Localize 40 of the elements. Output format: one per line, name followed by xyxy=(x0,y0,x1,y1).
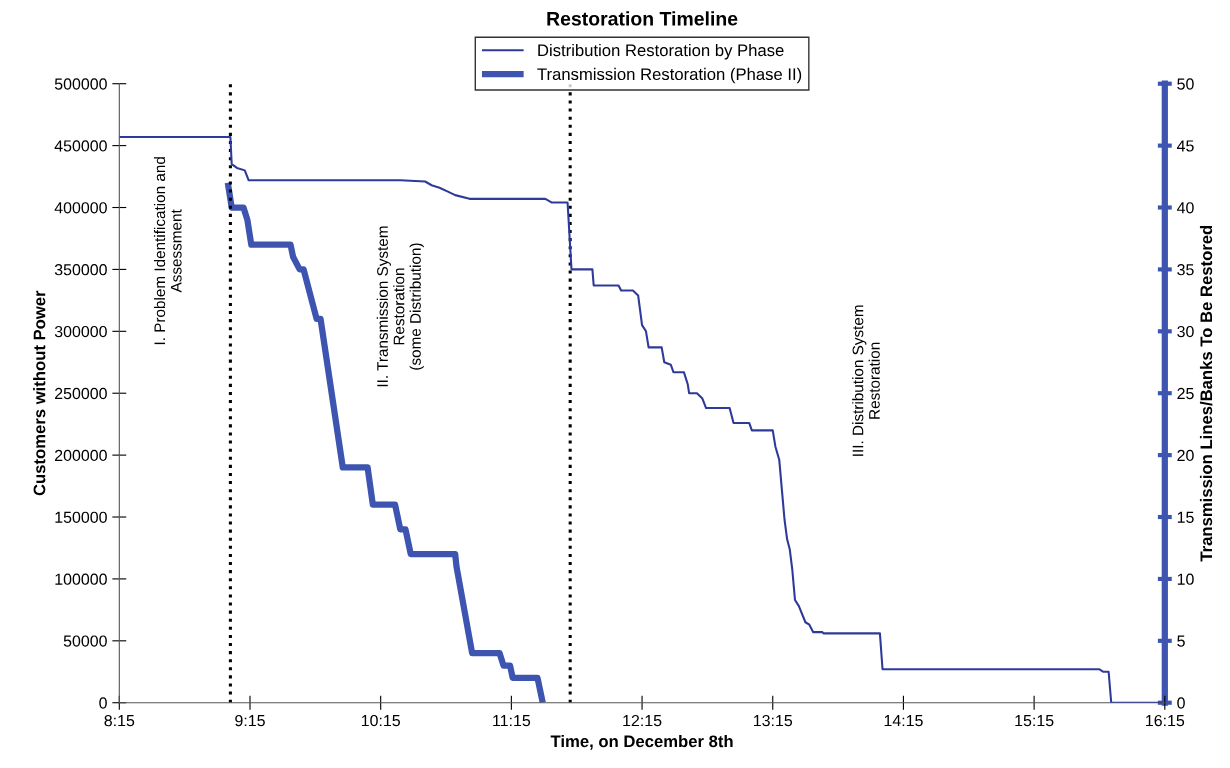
y-tick-label: 50000 xyxy=(63,635,107,647)
chart-title: Restoration Timeline xyxy=(547,11,738,26)
x-axis-title: Time, on December 8th xyxy=(550,734,733,750)
y2-tick-label: 0 xyxy=(1177,697,1185,709)
legend-label: Distribution Restoration by Phase xyxy=(538,43,784,60)
y2-tick-label: 35 xyxy=(1177,264,1194,276)
x-tick-label: 13:15 xyxy=(753,714,793,727)
x-tick-label: 8:15 xyxy=(104,714,135,727)
y2-tick-label: 20 xyxy=(1177,449,1194,462)
y2-axis-title: Transmission Lines/Banks To Be Restored xyxy=(1199,225,1213,562)
y2-tick-label: 5 xyxy=(1177,635,1185,647)
y-tick-label: 300000 xyxy=(54,325,107,338)
y2-tick-label: 15 xyxy=(1177,511,1194,523)
annotation: III. Distribution System Restoration xyxy=(852,305,880,456)
y-tick-label: 100000 xyxy=(55,573,107,585)
y2-tick-label: 10 xyxy=(1177,573,1194,585)
y-tick-label: 350000 xyxy=(54,264,107,276)
y-axis-title: Customers without Power xyxy=(33,290,46,496)
y2-tick-label: 50 xyxy=(1177,78,1194,90)
y-tick-label: 150000 xyxy=(55,511,107,523)
x-tick-label: 15:15 xyxy=(1015,715,1054,727)
x-tick-label: 9:15 xyxy=(235,714,265,727)
y2-tick-label: 25 xyxy=(1177,387,1194,400)
y-tick-label: 200000 xyxy=(55,449,107,462)
y2-tick-label: 30 xyxy=(1177,325,1194,338)
y2-tick-label: 40 xyxy=(1176,202,1194,214)
y-tick-label: 400000 xyxy=(54,202,107,214)
x-tick-label: 14:15 xyxy=(884,715,923,727)
x-tick-label: 10:15 xyxy=(361,714,400,727)
legend-label: Transmission Restoration (Phase II) xyxy=(537,67,802,84)
y2-tick-label: 45 xyxy=(1176,140,1194,152)
y-tick-label: 450000 xyxy=(54,140,107,152)
y-tick-label: 250000 xyxy=(55,387,107,400)
y-tick-label: 500000 xyxy=(54,78,107,90)
x-tick-label: 16:15 xyxy=(1146,714,1185,727)
y-tick-label: 0 xyxy=(99,697,107,709)
annotation: II. Transmission System Restoration (some Distribution) xyxy=(376,226,424,387)
x-tick-label: 11:15 xyxy=(493,715,531,727)
x-tick-label: 12:15 xyxy=(623,714,662,727)
annotation: I. Problem Identification and Assessment xyxy=(153,157,182,345)
